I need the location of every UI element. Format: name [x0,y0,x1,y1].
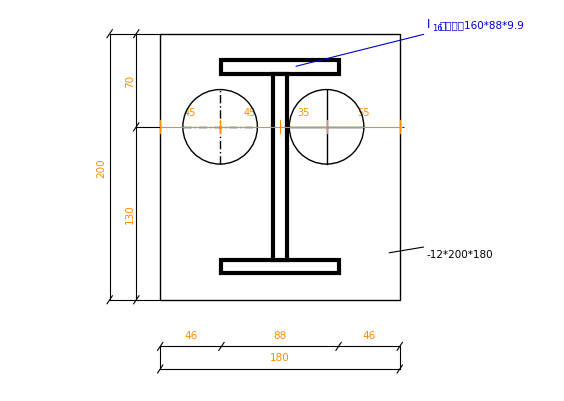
Text: 130: 130 [125,204,135,224]
Text: 180: 180 [270,352,290,363]
Text: 46: 46 [184,330,197,340]
Bar [274,75,287,260]
Bar [222,61,338,75]
Text: 88: 88 [274,330,287,340]
Bar [222,260,338,273]
Text: 45: 45 [184,108,196,118]
Text: 45: 45 [244,108,256,118]
Text: 70: 70 [125,75,135,87]
Text: 55: 55 [357,108,369,118]
Text: -12*200*180: -12*200*180 [426,249,493,259]
Text: 35: 35 [297,108,310,118]
Text: 工字锢为160*88*9.9: 工字锢为160*88*9.9 [440,20,525,30]
Text: 16: 16 [431,24,442,33]
Bar [160,34,400,300]
Text: 200: 200 [96,158,107,177]
Text: I: I [426,18,430,30]
Text: 46: 46 [363,330,376,340]
